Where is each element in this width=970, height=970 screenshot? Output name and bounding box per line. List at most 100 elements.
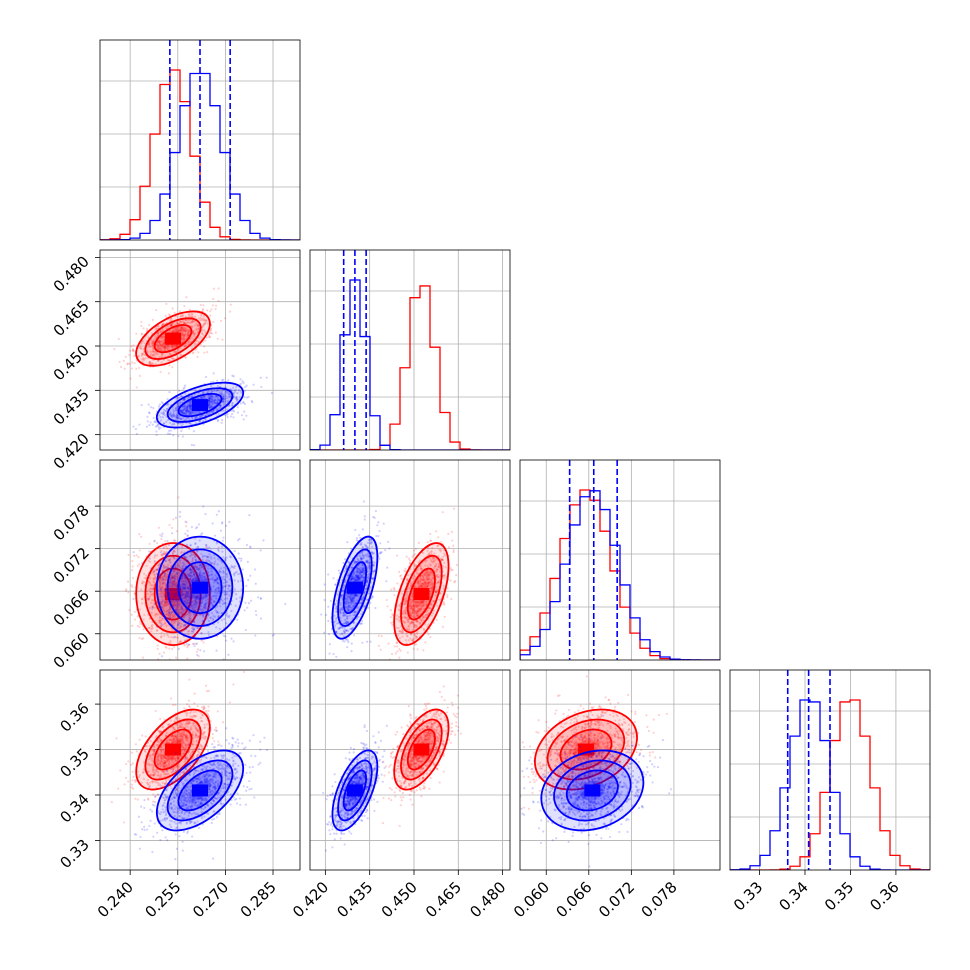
scatter-point — [204, 602, 207, 605]
scatter-point — [162, 346, 165, 349]
scatter-point — [210, 611, 214, 615]
scatter-point — [156, 332, 159, 335]
scatter-point — [190, 605, 194, 608]
scatter-point — [240, 557, 243, 560]
scatter-point — [221, 338, 224, 341]
scatter-point — [183, 593, 186, 596]
scatter-point — [200, 397, 203, 400]
scatter-point — [216, 395, 219, 398]
scatter-point — [206, 574, 209, 577]
scatter-point — [224, 585, 227, 588]
scatter-point — [181, 590, 184, 593]
scatter-point — [224, 590, 227, 593]
scatter-point — [164, 596, 167, 599]
scatter-point — [186, 594, 189, 597]
scatter-point — [189, 577, 192, 580]
scatter-point — [147, 559, 150, 562]
scatter-point — [160, 592, 163, 595]
scatter-point — [148, 617, 151, 620]
scatter-point — [200, 332, 204, 335]
scatter-point — [188, 410, 191, 414]
scatter-point — [138, 549, 141, 552]
scatter-point — [214, 395, 217, 398]
scatter-point — [193, 416, 197, 420]
scatter-point — [205, 595, 208, 598]
scatter-point — [216, 611, 219, 614]
scatter-point — [181, 607, 184, 610]
scatter-point — [159, 348, 162, 351]
scatter-point — [224, 581, 227, 584]
scatter-point — [203, 564, 206, 567]
scatter-point — [202, 505, 205, 508]
scatter-point — [149, 406, 153, 409]
scatter-point — [213, 401, 217, 404]
scatter-point — [156, 423, 159, 426]
scatter-point — [163, 575, 166, 578]
scatter-point — [223, 601, 227, 604]
scatter-point — [216, 401, 219, 404]
scatter-point — [148, 542, 151, 545]
scatter-point — [212, 380, 215, 383]
scatter-point — [420, 601, 424, 604]
scatter-point — [171, 552, 174, 556]
scatter-point — [178, 320, 182, 324]
scatter-point — [138, 346, 141, 349]
scatter-point — [179, 418, 182, 421]
scatter-point — [162, 603, 165, 606]
scatter-point — [187, 333, 190, 337]
scatter-point — [148, 597, 151, 600]
scatter-point — [205, 578, 208, 582]
scatter-point — [245, 396, 249, 399]
scatter-point — [186, 595, 190, 598]
scatter-point — [162, 566, 165, 569]
scatter-point — [161, 581, 164, 584]
scatter-point — [209, 601, 213, 604]
scatter-point — [163, 591, 166, 594]
scatter-point — [151, 341, 154, 344]
scatter-point — [177, 620, 181, 623]
scatter-point — [151, 592, 155, 595]
scatter-point — [192, 567, 195, 570]
scatter-point — [123, 367, 126, 370]
scatter-point — [155, 572, 158, 575]
scatter-point — [214, 609, 218, 612]
scatter-point — [210, 385, 213, 388]
scatter-point — [139, 346, 143, 350]
scatter-point — [224, 635, 227, 638]
scatter-point — [157, 325, 160, 328]
scatter-point — [206, 309, 209, 312]
scatter-point — [164, 326, 168, 329]
scatter-point — [171, 623, 175, 626]
scatter-point — [182, 624, 186, 627]
scatter-point — [179, 559, 182, 562]
scatter-point — [178, 608, 181, 612]
scatter-point — [211, 395, 214, 398]
scatter-point — [156, 554, 159, 557]
scatter-point — [167, 313, 171, 316]
scatter-point — [151, 571, 154, 574]
scatter-point — [353, 634, 356, 637]
scatter-point — [208, 402, 211, 405]
scatter-point — [171, 330, 174, 333]
scatter-point — [158, 585, 161, 589]
scatter-point — [186, 602, 189, 605]
scatter-point — [236, 392, 239, 395]
scatter-point — [181, 586, 184, 589]
scatter-point — [201, 324, 205, 327]
scatter-point — [185, 592, 188, 595]
scatter-point — [188, 592, 191, 595]
scatter-point — [147, 403, 150, 406]
scatter-point — [176, 396, 179, 399]
scatter-point — [178, 389, 181, 392]
scatter-point — [192, 642, 195, 646]
scatter-point — [195, 566, 198, 569]
scatter-point — [398, 604, 401, 607]
scatter-point — [222, 575, 225, 578]
scatter-point — [135, 367, 138, 370]
scatter-point — [171, 580, 174, 583]
scatter-point — [323, 583, 326, 586]
scatter-point — [171, 576, 174, 579]
scatter-point — [204, 599, 208, 602]
scatter-point — [181, 332, 184, 335]
scatter-point — [188, 400, 191, 404]
